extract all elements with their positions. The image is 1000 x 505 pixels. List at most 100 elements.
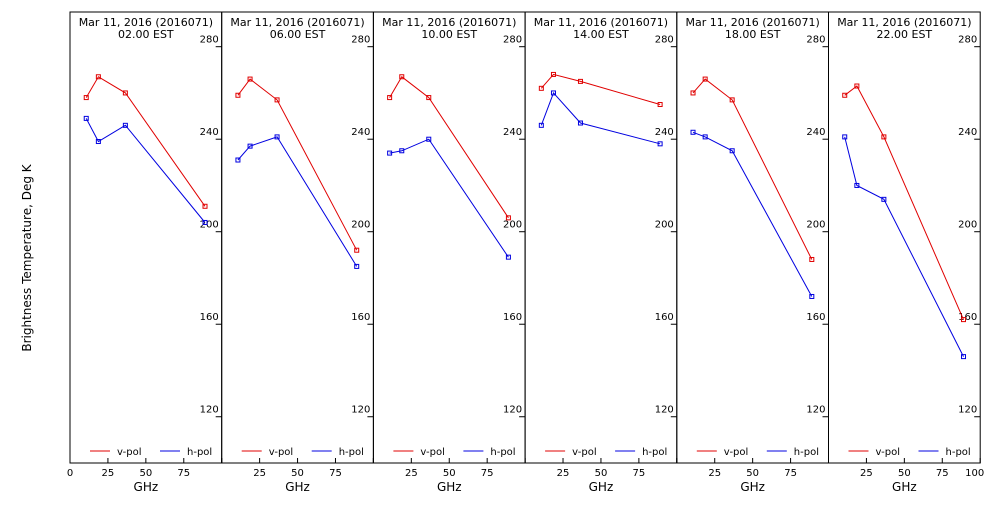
y-tick-label: 240 [351, 127, 370, 138]
data-point-h-pol [122, 122, 128, 128]
x-tick-label: 75 [329, 468, 342, 479]
data-point-v-pol [399, 74, 405, 80]
data-point-v-pol [538, 85, 544, 91]
data-point-h-pol [247, 143, 253, 149]
y-tick-label: 160 [503, 312, 522, 323]
data-point-v-pol [122, 90, 128, 96]
panel-time: 02.00 EST [118, 28, 174, 41]
data-point-v-pol [657, 102, 663, 108]
y-tick-label: 160 [655, 312, 674, 323]
data-point-v-pol [842, 92, 848, 98]
legend-label: h-pol [490, 447, 515, 458]
series-line-v-pol [389, 76, 509, 219]
panel-title: Mar 11, 2016 (2016071) [534, 16, 668, 29]
data-point-h-pol [881, 196, 887, 202]
data-point-h-pol [387, 150, 393, 156]
x-tick-label: 50 [443, 468, 456, 479]
data-point-h-pol [354, 263, 360, 269]
data-point-v-pol [83, 95, 89, 101]
panel-frame [676, 11, 829, 464]
x-tick-label: 75 [177, 468, 190, 479]
y-tick-label: 240 [806, 127, 825, 138]
x-axis-label: GHz [285, 480, 310, 494]
y-tick-label: 120 [655, 405, 674, 416]
legend-label: h-pol [946, 447, 971, 458]
x-tick-label: 50 [291, 468, 304, 479]
y-tick-label: 280 [503, 35, 522, 46]
x-axis-label: GHz [589, 480, 614, 494]
panel-frame [221, 11, 374, 464]
x-tick-label: 100 [965, 468, 984, 479]
data-point-h-pol [274, 134, 280, 140]
x-tick-label: 25 [557, 468, 570, 479]
panel-frame [828, 11, 981, 464]
x-tick-label: 75 [936, 468, 949, 479]
data-point-v-pol [235, 92, 241, 98]
data-point-h-pol [961, 354, 967, 360]
y-axis-label: Brightness Temperature, Deg K [20, 163, 34, 351]
panel-frame [372, 11, 526, 464]
data-point-h-pol [577, 120, 583, 126]
series-line-v-pol [844, 85, 964, 320]
y-tick-label: 200 [958, 220, 977, 231]
data-point-v-pol [354, 247, 360, 253]
data-point-h-pol [657, 141, 663, 147]
panel-frame [69, 11, 223, 464]
data-point-v-pol [505, 215, 511, 221]
series-line-h-pol [237, 136, 358, 267]
legend-label: v-pol [117, 447, 142, 458]
y-tick-label: 280 [958, 35, 977, 46]
series-line-h-pol [844, 136, 964, 357]
legend-label: v-pol [420, 447, 445, 458]
data-point-h-pol [505, 254, 511, 260]
x-tick-label: 25 [708, 468, 721, 479]
y-tick-label: 200 [503, 220, 522, 231]
x-axis-label: GHz [437, 480, 462, 494]
data-point-h-pol [702, 134, 708, 140]
data-point-v-pol [690, 90, 696, 96]
series-line-v-pol [237, 78, 358, 251]
panel-time: 22.00 EST [877, 28, 933, 41]
x-tick-label: 75 [784, 468, 797, 479]
y-tick-label: 160 [200, 312, 219, 323]
data-point-v-pol [387, 95, 393, 101]
y-tick-label: 200 [655, 220, 674, 231]
data-point-v-pol [274, 97, 280, 103]
data-point-h-pol [235, 157, 241, 163]
data-point-v-pol [426, 95, 432, 101]
y-tick-label: 120 [806, 405, 825, 416]
panel-time: 18.00 EST [725, 28, 781, 41]
y-tick-label: 280 [806, 35, 825, 46]
data-point-h-pol [729, 148, 735, 154]
x-tick-label: 75 [633, 468, 646, 479]
y-tick-label: 120 [351, 405, 370, 416]
series-line-h-pol [85, 118, 206, 223]
data-point-v-pol [95, 74, 101, 80]
x-tick-label: 25 [405, 468, 418, 479]
data-point-v-pol [809, 256, 815, 262]
panel-time: 06.00 EST [270, 28, 326, 41]
x-axis-label: GHz [134, 480, 159, 494]
panel-time: 10.00 EST [421, 28, 477, 41]
panel-time: 14.00 EST [573, 28, 629, 41]
x-tick-label: 25 [102, 468, 115, 479]
x-axis-label: GHz [740, 480, 765, 494]
data-point-h-pol [550, 90, 556, 96]
y-tick-label: 200 [200, 220, 219, 231]
series-line-h-pol [389, 138, 509, 258]
data-point-v-pol [854, 83, 860, 89]
y-tick-label: 160 [351, 312, 370, 323]
data-point-h-pol [842, 134, 848, 140]
legend-label: v-pol [269, 447, 294, 458]
data-point-v-pol [550, 71, 556, 77]
data-point-v-pol [202, 203, 208, 209]
panel-title: Mar 11, 2016 (2016071) [79, 16, 213, 29]
data-point-h-pol [95, 139, 101, 145]
series-line-h-pol [692, 131, 813, 297]
data-point-v-pol [881, 134, 887, 140]
x-tick-label: 0 [67, 468, 73, 479]
data-point-h-pol [426, 136, 432, 142]
series-line-v-pol [540, 73, 661, 105]
x-tick-label: 50 [595, 468, 608, 479]
